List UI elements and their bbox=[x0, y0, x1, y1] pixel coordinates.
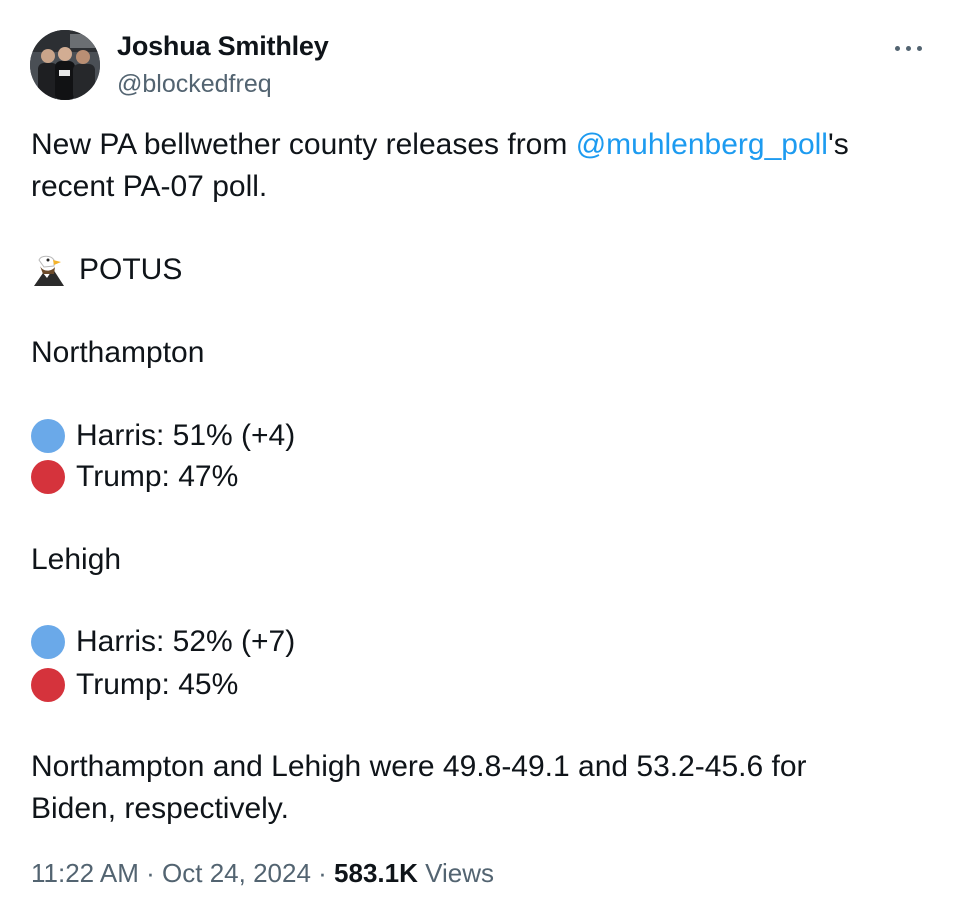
county-name: Northampton bbox=[31, 336, 205, 369]
meta-separator: · bbox=[138, 858, 163, 888]
result-row: Trump: 45% bbox=[31, 665, 238, 705]
race-heading: POTUS bbox=[31, 250, 182, 290]
post-time[interactable]: 11:22 AM bbox=[31, 858, 139, 888]
red-circle-icon bbox=[31, 668, 65, 702]
result-text: Trump: 47% bbox=[76, 460, 239, 493]
profile-photo-icon bbox=[30, 30, 100, 100]
result-text: Harris: 52% (+7) bbox=[76, 625, 296, 658]
red-circle-icon bbox=[31, 460, 65, 494]
result-text: Harris: 51% (+4) bbox=[76, 419, 296, 452]
result-text: Trump: 45% bbox=[76, 668, 239, 701]
author-handle[interactable]: @blockedfreq bbox=[117, 70, 272, 98]
post-meta: 11:22 AM · Oct 24, 2024 · 583.1K Views bbox=[31, 858, 494, 889]
avatar[interactable] bbox=[30, 30, 100, 100]
county-name: Lehigh bbox=[31, 543, 122, 576]
race-label: POTUS bbox=[79, 253, 183, 286]
more-options-icon[interactable] bbox=[892, 36, 932, 60]
result-row: Harris: 52% (+7) bbox=[31, 622, 295, 662]
result-row: Trump: 47% bbox=[31, 457, 238, 497]
author-display-name[interactable]: Joshua Smithley bbox=[117, 31, 329, 61]
closing-line-2: Biden, respectively. bbox=[31, 792, 289, 825]
post-intro-text: New PA bellwether county releases from bbox=[31, 128, 576, 161]
post-intro-line-2: recent PA-07 poll. bbox=[31, 170, 268, 203]
post-intro-suffix: 's bbox=[827, 128, 849, 161]
views-count[interactable]: 583.1K bbox=[334, 858, 418, 888]
post-intro-line: New PA bellwether county releases from @… bbox=[31, 125, 849, 165]
eagle-icon bbox=[34, 255, 64, 286]
blue-circle-icon bbox=[31, 419, 65, 453]
post-date[interactable]: Oct 24, 2024 bbox=[162, 858, 311, 888]
blue-circle-icon bbox=[31, 625, 65, 659]
mention-link[interactable]: @muhlenberg_poll bbox=[575, 128, 828, 161]
closing-line: Northampton and Lehigh were 49.8-49.1 an… bbox=[31, 750, 807, 783]
result-row: Harris: 51% (+4) bbox=[31, 416, 295, 456]
views-label: Views bbox=[417, 858, 494, 888]
meta-separator: · bbox=[310, 858, 335, 888]
